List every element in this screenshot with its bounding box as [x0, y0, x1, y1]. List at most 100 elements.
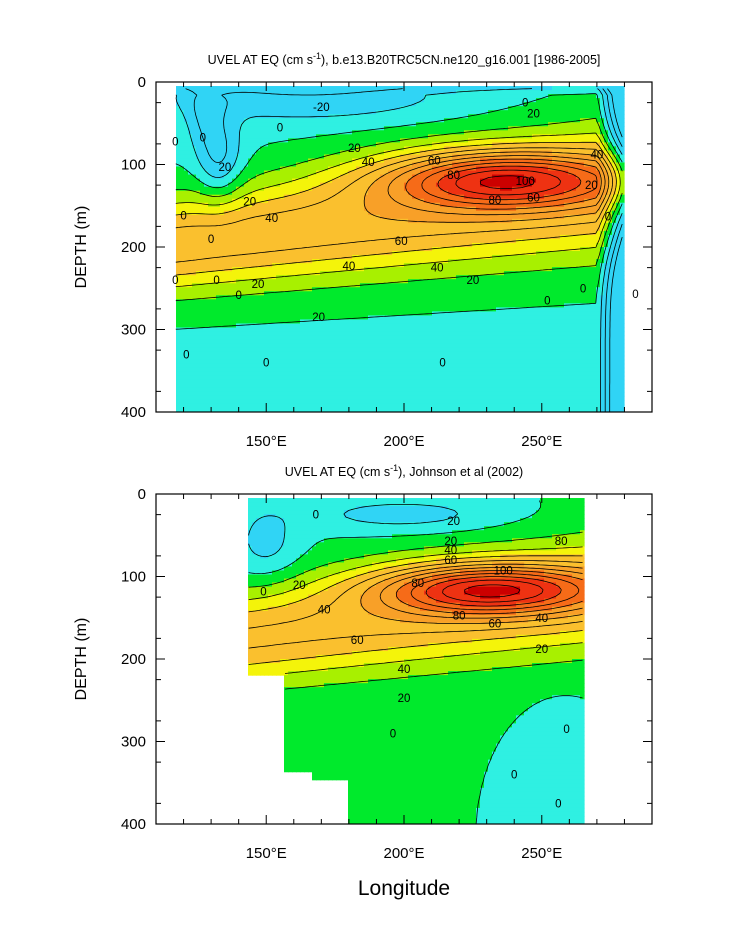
contour-cell — [264, 122, 269, 127]
contour-cell — [344, 210, 349, 216]
contour-cell — [248, 299, 253, 304]
contour-cell — [324, 279, 329, 284]
contour-cell — [180, 323, 185, 329]
contour-cell — [304, 214, 309, 220]
contour-cell — [176, 363, 181, 369]
contour-cell — [392, 238, 397, 244]
contour-cell — [288, 275, 293, 280]
contour-cell — [328, 347, 333, 353]
contour-cell — [196, 182, 201, 188]
contour-cell — [348, 403, 353, 409]
contour-cell — [324, 327, 329, 333]
contour-cell — [192, 222, 197, 228]
contour-cell — [284, 343, 289, 349]
contour-cell — [356, 279, 361, 284]
contour-cell — [340, 218, 345, 224]
contour-cell — [260, 363, 265, 369]
contour-cell — [188, 315, 193, 321]
contour-cell — [388, 355, 393, 361]
contour-cell — [280, 295, 285, 300]
contour-cell — [308, 395, 313, 401]
contour-cell — [412, 275, 417, 280]
contour-cell — [320, 130, 325, 135]
contour-cell — [360, 347, 365, 353]
contour-cell — [272, 339, 277, 345]
contour-cell — [316, 407, 321, 412]
contour-cell — [184, 130, 189, 135]
contour-cell — [328, 251, 333, 256]
contour-cell — [244, 359, 249, 365]
contour-cell — [336, 86, 341, 91]
contour-cell — [388, 138, 393, 143]
contour-cell — [240, 146, 245, 152]
contour-cell — [220, 206, 225, 212]
contour-cell — [408, 98, 413, 103]
contour-cell — [228, 134, 233, 139]
contour-cell — [328, 174, 333, 180]
contour-cell — [260, 379, 265, 385]
contour-cell — [212, 343, 217, 349]
contour-cell — [184, 106, 189, 111]
contour-cell — [260, 106, 265, 111]
contour-cell — [420, 110, 425, 115]
contour-cell — [392, 323, 397, 329]
contour-cell — [236, 387, 241, 393]
model-panel: UVEL AT EQ (cm s-1), b.e13.B20TRC5CN.ne1… — [73, 51, 653, 450]
contour-cell — [404, 230, 409, 236]
contour-cell — [356, 222, 361, 228]
contour-cell — [240, 150, 245, 156]
contour-cell — [184, 295, 189, 300]
contour-cell — [216, 102, 221, 107]
contour-cell — [212, 186, 217, 192]
contour-cell — [316, 118, 321, 123]
contour-cell — [232, 391, 237, 397]
contour-cell — [296, 118, 301, 123]
contour-cell — [204, 327, 209, 333]
contour-cell — [364, 307, 369, 312]
contour-cell — [280, 178, 285, 184]
contour-cell — [372, 106, 377, 111]
contour-cell — [308, 90, 313, 95]
contour-cell — [328, 158, 333, 164]
contour-cell — [412, 210, 417, 216]
contour-cell — [240, 198, 245, 204]
contour-cell — [296, 142, 301, 147]
contour-cell — [224, 118, 229, 123]
contour-cell — [212, 375, 217, 381]
contour-cell — [176, 279, 181, 284]
contour-cell — [192, 166, 197, 172]
contour-cell — [368, 230, 373, 236]
contour-cell — [192, 311, 197, 317]
contour-cell — [404, 307, 409, 312]
contour-cell — [232, 351, 237, 357]
contour-cell — [244, 186, 249, 192]
contour-cell — [252, 247, 257, 252]
contour-cell — [216, 238, 221, 244]
contour-cell — [252, 307, 257, 312]
contour-cell — [284, 146, 289, 152]
contour-cell — [224, 291, 229, 296]
contour-cell — [356, 118, 361, 123]
contour-cell — [400, 315, 405, 321]
contour-cell — [180, 218, 185, 224]
contour-cell — [264, 162, 269, 168]
contour-cell — [320, 166, 325, 172]
contour-cell — [212, 251, 217, 256]
contour-cell — [224, 194, 229, 200]
contour-cell — [296, 387, 301, 393]
contour-cell — [416, 379, 421, 385]
contour-cell — [300, 154, 305, 160]
contour-cell — [216, 178, 221, 184]
contour-cell — [364, 327, 369, 333]
contour-cell — [204, 234, 209, 240]
contour-cell — [276, 126, 281, 131]
contour-cell — [344, 222, 349, 228]
contour-cell — [248, 363, 253, 369]
contour-cell — [264, 275, 269, 280]
contour-cell — [312, 263, 317, 268]
contour-cell — [348, 331, 353, 337]
contour-cell — [296, 138, 301, 143]
contour-cell — [340, 379, 345, 385]
contour-cell — [244, 170, 249, 176]
contour-cell — [408, 331, 413, 337]
